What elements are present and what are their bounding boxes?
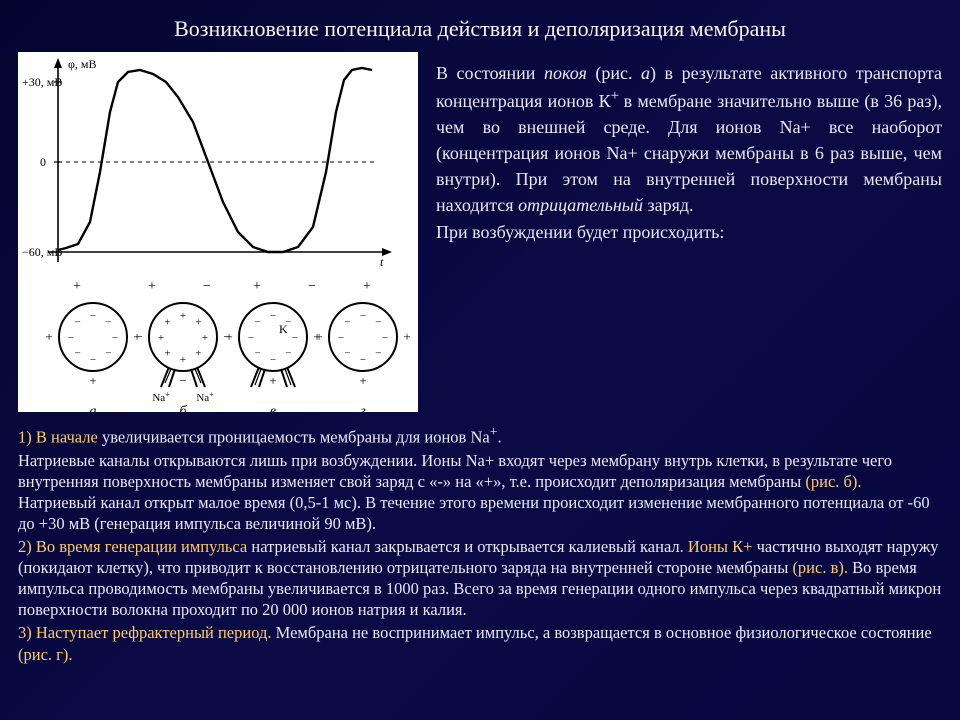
top-paragraph-text: В состоянии покоя (рис. а) в результате … [436,60,942,219]
svg-text:−: − [179,373,186,388]
txt-lead: 2) Во время генерации импульса [18,537,251,556]
svg-text:−: − [375,317,381,329]
svg-text:−: − [74,347,80,359]
svg-text:−: − [338,332,344,344]
svg-text:−: − [270,354,276,366]
txt: Мембрана не воспринимает импульс, а возв… [276,623,932,642]
svg-text:+: + [225,329,232,344]
svg-text:−: − [105,317,111,329]
body-text: 1) В начале увеличивается проницаемость … [18,423,942,665]
svg-text:+: + [158,332,164,344]
txt: Натриевые каналы открываются лишь при во… [18,451,892,491]
svg-text:−: − [135,329,142,344]
svg-text:K: K [279,322,288,336]
txt: (рис. [587,63,641,83]
svg-text:+: + [164,347,170,359]
svg-text:−: − [344,347,350,359]
svg-text:+: + [202,332,208,344]
svg-text:+: + [180,310,186,322]
figure-container: +30, мВ 0 −60, мВ φ, мВ t ++−+−+−−−−−−−−… [18,52,418,417]
svg-text:−: − [112,332,118,344]
svg-text:б: б [179,404,187,412]
svg-text:−: − [344,317,350,329]
txt-italic: отрицательный [518,195,643,215]
txt-orange: (рис. в). [788,558,852,577]
svg-text:−: − [375,347,381,359]
svg-text:+: + [363,279,371,294]
svg-text:+: + [148,279,156,294]
svg-text:−: − [360,354,366,366]
txt: Натриевый канал открыт малое время (0,5-… [18,493,930,533]
ytick-bot-label: −60, мВ [22,245,62,259]
step-2: 2) Во время генерации импульса натриевый… [18,536,942,620]
svg-text:−: − [90,310,96,322]
svg-text:−: − [292,332,298,344]
txt: натриевый канал закрывается и открываетс… [251,537,679,556]
txt-lead: 1) В начале [18,428,102,447]
svg-text:−: − [90,354,96,366]
slide-title: Возникновение потенциала действия и депо… [18,16,942,42]
svg-text:−: − [105,347,111,359]
svg-text:−: − [360,310,366,322]
top-row: +30, мВ 0 −60, мВ φ, мВ t ++−+−+−−−−−−−−… [18,52,942,417]
sub-heading: При возбуждении будет происходить: [436,219,942,245]
svg-text:+: + [315,329,322,344]
action-potential-figure: +30, мВ 0 −60, мВ φ, мВ t ++−+−+−−−−−−−−… [18,52,418,412]
svg-text:−: − [254,347,260,359]
svg-text:−: − [285,347,291,359]
txt: заряд. [643,195,694,215]
svg-text:г: г [360,404,366,412]
txt: В состоянии [436,63,544,83]
svg-text:+: + [195,317,201,329]
svg-text:+: + [269,373,276,388]
step-1-cont: Натриевые каналы открываются лишь при во… [18,450,942,534]
yaxis-title: φ, мВ [68,57,97,71]
svg-text:+: + [89,373,96,388]
ytick-top-label: +30, мВ [22,75,62,89]
svg-text:+: + [195,347,201,359]
svg-text:+: + [164,317,170,329]
txt: . [497,428,501,447]
txt: увеличивается проницаемость мембраны для… [102,428,490,447]
svg-text:+: + [180,354,186,366]
svg-text:−: − [248,332,254,344]
txt-orange: (рис. г). [18,645,73,664]
svg-text:+: + [45,329,52,344]
svg-text:а: а [90,404,97,412]
svg-text:−: − [382,332,388,344]
step-1: 1) В начале увеличивается проницаемость … [18,423,942,448]
svg-text:в: в [270,404,276,412]
step-3: 3) Наступает рефрактерный период. Мембра… [18,622,942,664]
ytick-mid-label: 0 [40,155,46,169]
slide-root: Возникновение потенциала действия и депо… [0,0,960,720]
svg-text:+: + [253,279,261,294]
svg-text:−: − [203,279,211,294]
svg-text:+: + [73,279,81,294]
txt-lead: 3) Наступает рефрактерный период. [18,623,276,642]
txt-sup: + [611,88,624,104]
svg-text:−: − [270,310,276,322]
svg-text:−: − [308,279,316,294]
svg-text:+: + [359,373,366,388]
svg-text:−: − [254,317,260,329]
txt-orange: . Ионы К+ [680,537,757,556]
svg-text:−: − [74,317,80,329]
txt-italic: а [641,63,650,83]
svg-text:+: + [403,329,410,344]
txt-orange: (рис. б). [801,472,861,491]
txt-italic: покоя [544,63,587,83]
svg-text:−: − [68,332,74,344]
top-paragraph: В состоянии покоя (рис. а) в результате … [436,52,942,245]
